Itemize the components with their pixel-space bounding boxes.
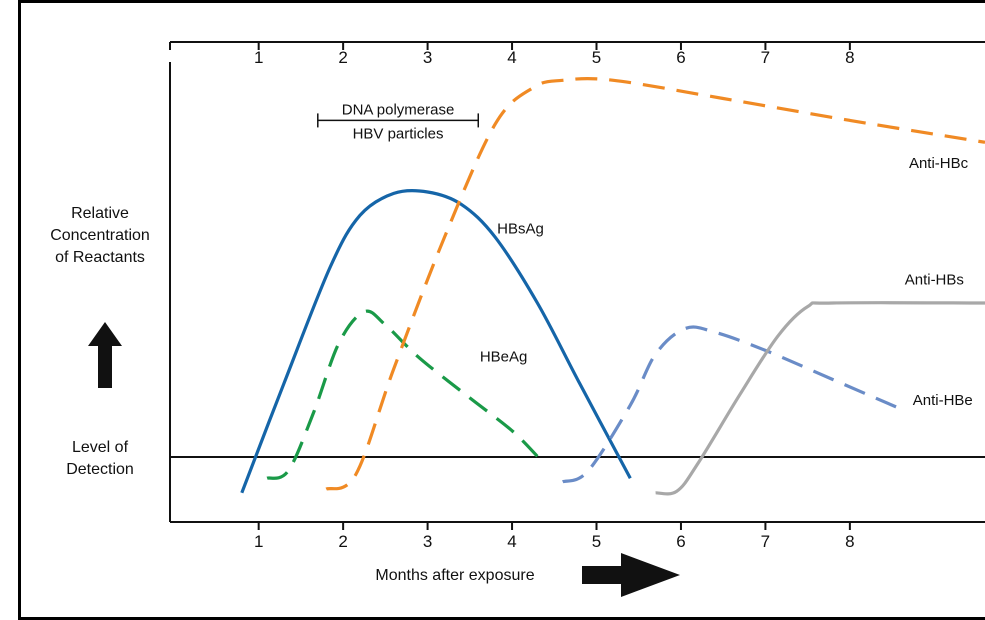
axes-group (169, 41, 985, 523)
series-line-hbeag (266, 309, 539, 480)
x-tick-label: 1 (254, 532, 263, 551)
series-group (240, 76, 985, 496)
y-label-line-2: Concentration (50, 227, 150, 244)
x-tick-label: 5 (592, 532, 601, 551)
x-tick-label: 7 (761, 532, 770, 551)
top-ticks-group: 1 2 3 4 5 6 7 8 (254, 42, 855, 67)
top-tick-label: 6 (676, 48, 685, 67)
top-tick-label: 5 (592, 48, 601, 67)
series-line-anti-hbc (325, 76, 985, 491)
x-axis-label: Months after exposure (375, 567, 534, 584)
top-tick-label: 4 (507, 48, 516, 67)
series-label-hbsag: HBsAg (497, 221, 544, 238)
y-axis-label: Relative Concentration of Reactants (50, 205, 150, 266)
x-tick-label: 2 (338, 532, 347, 551)
top-tick-label: 7 (761, 48, 770, 67)
detection-label-line-2: Detection (66, 461, 134, 478)
right-arrow-icon (582, 553, 680, 597)
annotation-group: DNA polymerase HBV particles (317, 101, 480, 142)
y-label-line-3: of Reactants (55, 249, 145, 266)
top-tick-label: 3 (423, 48, 432, 67)
series-label-anti-hbc: Anti-HBc (909, 155, 969, 172)
series-line-anti-hbe (562, 325, 902, 484)
x-tick-label: 3 (423, 532, 432, 551)
hbv-serology-chart: 1 2 3 4 5 6 7 8 1 2 3 4 5 6 7 8 HBsAg HBeAg Anti-HBc Anti… (50, 41, 985, 597)
y-label-line-1: Relative (71, 205, 129, 222)
detection-label-line-1: Level of (72, 439, 129, 456)
series-label-anti-hbs: Anti-HBs (905, 272, 964, 289)
up-arrow-icon (88, 322, 122, 388)
top-tick-label: 2 (338, 48, 347, 67)
x-tick-label: 6 (676, 532, 685, 551)
annotation-line-1: DNA polymerase (342, 101, 455, 118)
annotation-line-2: HBV particles (353, 125, 444, 142)
x-tick-label: 8 (845, 532, 854, 551)
top-tick-label: 1 (254, 48, 263, 67)
bottom-ticks-group: 1 2 3 4 5 6 7 8 (254, 522, 855, 551)
series-line-hbsag (240, 188, 632, 494)
series-line-anti-hbs (655, 301, 985, 496)
x-tick-label: 4 (507, 532, 516, 551)
chart-frame (18, 0, 985, 620)
series-label-anti-hbe: Anti-HBe (913, 392, 973, 409)
detection-label: Level of Detection (66, 439, 134, 478)
series-label-hbeag: HBeAg (480, 348, 528, 365)
series-labels-group: HBsAg HBeAg Anti-HBc Anti-HBe Anti-HBs (480, 155, 973, 409)
top-tick-label: 8 (845, 48, 854, 67)
